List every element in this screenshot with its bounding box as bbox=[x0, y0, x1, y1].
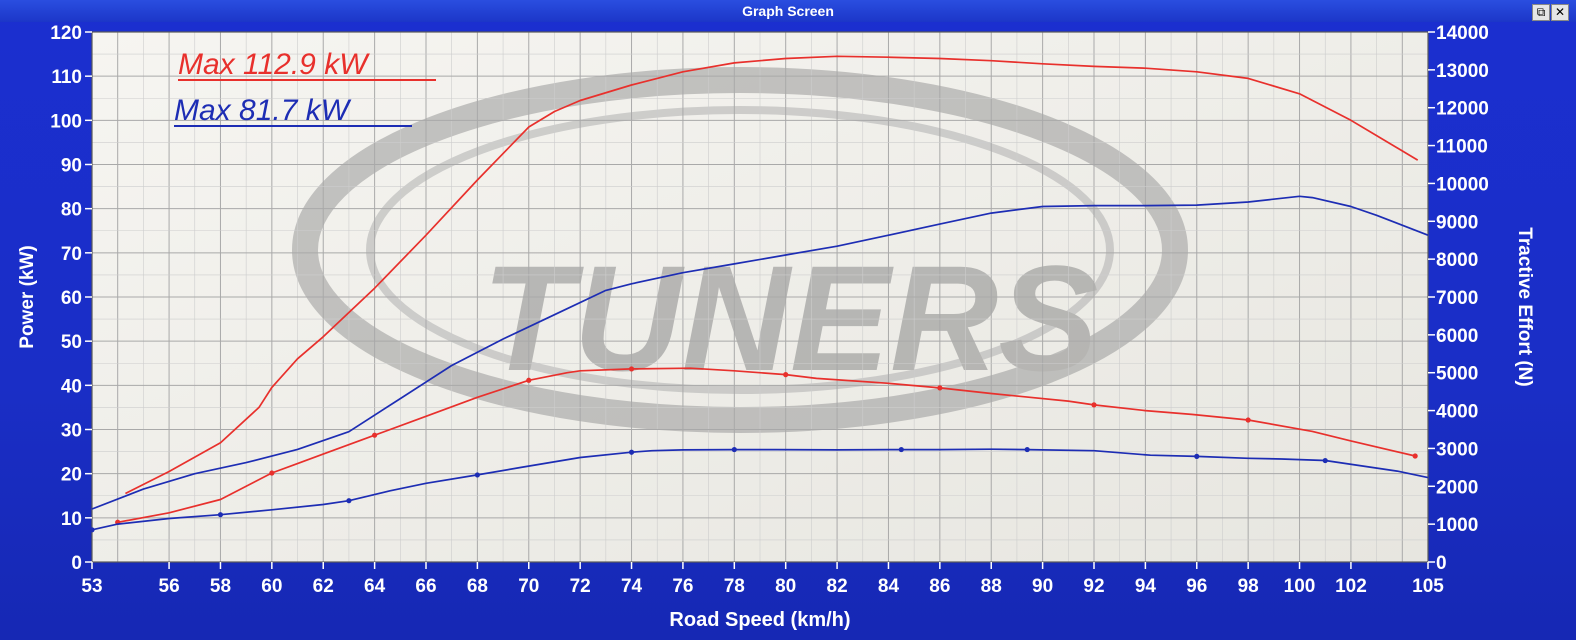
series-layer bbox=[89, 55, 1429, 533]
series-3-point bbox=[1194, 453, 1200, 459]
x-tick-label: 88 bbox=[981, 576, 1002, 597]
watermark-logo: TUNERS bbox=[292, 67, 1188, 433]
y-tick-label: 0 bbox=[71, 553, 82, 574]
x-tick-label: 98 bbox=[1238, 576, 1259, 597]
y-tick-label: 120 bbox=[50, 23, 82, 44]
series-3-point bbox=[1024, 446, 1030, 453]
series-line-2 bbox=[117, 367, 1416, 524]
y2-tick-label: 2000 bbox=[1436, 477, 1478, 498]
x-tick-label: 56 bbox=[159, 576, 180, 597]
y-tick-label: 40 bbox=[61, 376, 82, 397]
grid-lines bbox=[91, 31, 1429, 563]
x-tick-label: 72 bbox=[570, 576, 591, 597]
series-2-point bbox=[783, 372, 789, 378]
y2-tick-label: 12000 bbox=[1436, 99, 1489, 120]
series-2-point bbox=[1412, 453, 1418, 459]
y2-tick-label: 11000 bbox=[1436, 137, 1488, 158]
y-tick-label: 60 bbox=[61, 288, 82, 309]
x-tick-label: 82 bbox=[827, 576, 848, 597]
max-power-blue-label: Max 81.7 kW bbox=[174, 94, 352, 127]
series-3-point bbox=[346, 498, 352, 504]
x-tick-label: 86 bbox=[929, 576, 950, 597]
y-tick-label: 20 bbox=[61, 465, 82, 486]
y-tick-label: 100 bbox=[50, 111, 82, 132]
series-2-point bbox=[372, 432, 378, 438]
y-tick-label: 80 bbox=[61, 200, 82, 221]
x-tick-label: 60 bbox=[261, 576, 282, 597]
series-3-point bbox=[89, 527, 95, 533]
y2-tick-label: 10000 bbox=[1436, 174, 1489, 195]
y2-tick-label: 9000 bbox=[1436, 212, 1478, 233]
x-tick-label: 102 bbox=[1335, 576, 1367, 597]
restore-button[interactable]: ⧉ bbox=[1532, 4, 1550, 21]
axes-layer: 0 10 20 30 40 50 60 70 80 90 100 110 120 0 1000 2000 300… bbox=[50, 23, 1489, 597]
title-bar: Graph Screen ⧉ ✕ bbox=[0, 0, 1576, 22]
x-tick-label: 90 bbox=[1032, 576, 1053, 597]
x-tick-label: 68 bbox=[467, 576, 488, 597]
y-tick-label: 70 bbox=[61, 244, 82, 265]
x-tick-label: 74 bbox=[621, 576, 643, 597]
x-tick-label: 58 bbox=[210, 576, 231, 597]
y2-tick-label: 0 bbox=[1436, 553, 1447, 574]
x-tick-label: 94 bbox=[1135, 576, 1157, 597]
y-tick-label: 90 bbox=[61, 156, 82, 177]
x-tick-label: 84 bbox=[878, 576, 900, 597]
x-tick-label: 70 bbox=[518, 576, 539, 597]
y2-tick-label: 1000 bbox=[1436, 515, 1478, 536]
x-tick-label: 62 bbox=[313, 576, 334, 597]
x-tick-label: 78 bbox=[724, 576, 745, 597]
y-axis-label: Power (kW) bbox=[17, 245, 38, 348]
x-tick-label: 64 bbox=[364, 576, 386, 597]
y2-tick-label: 5000 bbox=[1436, 364, 1478, 385]
x-axis-label: Road Speed (km/h) bbox=[669, 609, 850, 631]
x-tick-label: 66 bbox=[415, 576, 436, 597]
max-power-red-label: Max 112.9 kW bbox=[178, 48, 370, 81]
y-tick-label: 110 bbox=[51, 67, 82, 88]
series-2-point bbox=[526, 377, 532, 383]
series-2-point bbox=[1091, 402, 1097, 408]
y2-axis-label: Tractive Effort (N) bbox=[1514, 227, 1535, 386]
x-tick-label: 76 bbox=[672, 576, 693, 597]
series-2-point bbox=[628, 366, 635, 372]
y-tick-label: 10 bbox=[61, 509, 82, 530]
x-tick-label: 80 bbox=[775, 576, 796, 597]
series-3-point bbox=[217, 512, 224, 518]
y2-tick-label: 3000 bbox=[1436, 439, 1478, 460]
y-tick-label: 30 bbox=[61, 421, 82, 442]
series-line-1 bbox=[91, 195, 1429, 510]
series-2-point bbox=[937, 385, 943, 391]
series-2-point bbox=[269, 470, 275, 476]
y2-tick-label: 6000 bbox=[1436, 326, 1478, 347]
y2-tick-label: 8000 bbox=[1436, 250, 1478, 271]
close-button[interactable]: ✕ bbox=[1551, 4, 1569, 21]
x-tick-label: 105 bbox=[1412, 576, 1444, 597]
x-tick-label: 100 bbox=[1284, 576, 1316, 597]
series-line-3 bbox=[91, 448, 1429, 531]
y2-tick-label: 14000 bbox=[1436, 23, 1489, 44]
series-3-point bbox=[1322, 457, 1328, 464]
x-tick-label: 53 bbox=[81, 576, 102, 597]
series-3-point bbox=[731, 446, 737, 453]
x-tick-label: 92 bbox=[1083, 576, 1104, 597]
series-3-point bbox=[474, 472, 480, 478]
watermark-text: TUNERS bbox=[482, 234, 1099, 402]
y2-tick-label: 7000 bbox=[1436, 288, 1478, 309]
annotation-layer: Max 112.9 kW Max 81.7 kW bbox=[174, 48, 436, 127]
series-line-0 bbox=[125, 55, 1419, 495]
series-3-point bbox=[898, 446, 904, 453]
x-tick-label: 96 bbox=[1186, 576, 1207, 597]
series-2-point bbox=[1245, 417, 1251, 423]
series-3-point bbox=[628, 449, 635, 455]
y-tick-label: 50 bbox=[61, 332, 82, 353]
window-title: Graph Screen bbox=[742, 3, 834, 19]
y2-tick-label: 13000 bbox=[1436, 61, 1489, 82]
y2-tick-label: 4000 bbox=[1436, 402, 1478, 423]
